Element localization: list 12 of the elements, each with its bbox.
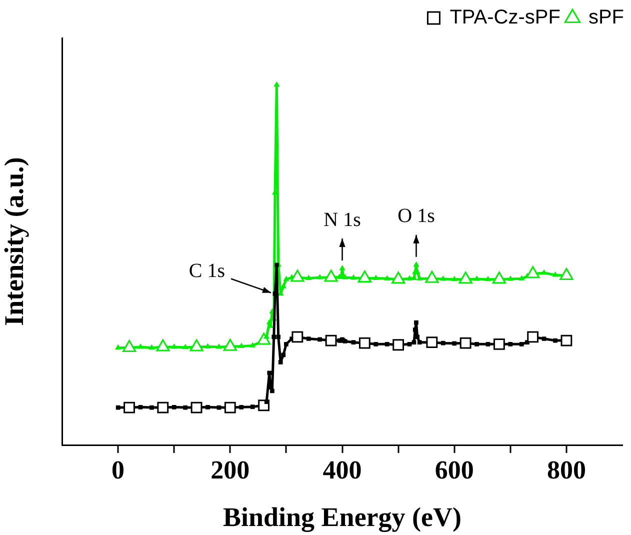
x-tick-label: 600 [434, 455, 474, 484]
x-tick-label: 0 [112, 455, 125, 484]
annotation: O 1s [398, 205, 436, 228]
x-axis-title: Binding Energy (eV) [222, 502, 462, 532]
legend-label: TPA-Cz-sPF [450, 6, 560, 29]
y-axis-title: Intensity (a.u.) [0, 157, 30, 326]
x-tick-label: 800 [546, 455, 586, 484]
annotation: C 1s [188, 260, 226, 282]
x-tick-label: 400 [322, 455, 362, 484]
legend-label: sPF [588, 6, 624, 29]
annotation: N 1s [324, 208, 362, 231]
x-tick-label: 200 [210, 455, 250, 484]
